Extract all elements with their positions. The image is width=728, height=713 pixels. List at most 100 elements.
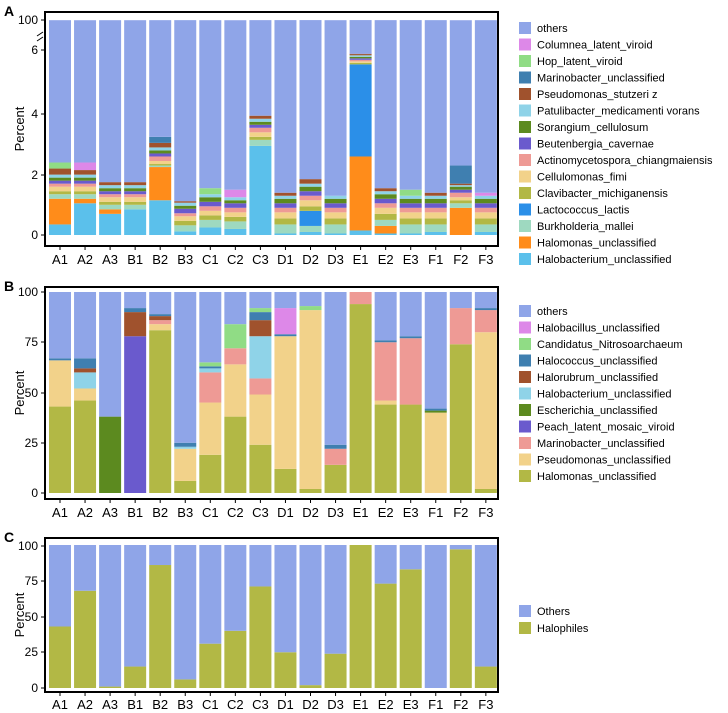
bar-segment-A-D2-Clavibacter_michiganensis xyxy=(299,206,322,211)
bar-segment-B-A2-Halobacterium_unclassified xyxy=(74,372,97,389)
x-tick-label-A-A1: A1 xyxy=(52,252,68,267)
legend-swatch-A-Halobacterium_unclassified xyxy=(519,253,531,265)
legend-swatch-B-Halococcus_unclassified xyxy=(519,354,531,367)
bar-segment-A-C1-Burkholderia_mallei xyxy=(199,219,222,228)
bar-segment-B-C3-Halococcus_unclassified xyxy=(249,312,272,321)
bar-segment-A-D3-Beutenbergia_cavernae xyxy=(324,203,347,208)
bar-segment-A-B3-Beutenbergia_cavernae xyxy=(174,208,197,214)
bar-segment-A-F1-Patulibacter_medicamenti vorans xyxy=(424,195,447,199)
bar-segment-B-B1-Halorubrum_unclassified xyxy=(124,312,147,337)
x-tick-label-B-A2: A2 xyxy=(77,505,93,520)
bar-segment-A-D2-Sorangium_cellulosum xyxy=(299,186,322,192)
legend-swatch-B-Escherichia_unclassified xyxy=(519,404,531,416)
bar-segment-C-F1-Others xyxy=(424,545,447,688)
legend-swatch-A-Marinobacter_unclassified xyxy=(519,71,531,84)
bar-segment-C-B2-Others xyxy=(149,545,172,566)
bar-segment-A-A1-Beutenbergia_cavernae xyxy=(49,180,71,184)
bar-segment-C-D1-Others xyxy=(274,545,297,653)
legend-label-A-Cellulomonas_fimi: Cellulomonas_fimi xyxy=(537,172,627,184)
x-tick-label-B-B1: B1 xyxy=(127,505,143,520)
x-tick-label-A-D2: D2 xyxy=(302,252,319,267)
bar-segment-B-A2-Halorubrum_unclassified xyxy=(74,368,97,373)
bar-segment-C-E2-Halophiles xyxy=(374,583,397,688)
bar-segment-A-D1-Beutenbergia_cavernae xyxy=(274,203,297,208)
bar-segment-C-C1-Halophiles xyxy=(199,643,222,688)
legend-label-A-Actinomycetospora_chiangmaiensis: Actinomycetospora_chiangmaiensis xyxy=(537,155,713,167)
bar-segment-B-C1-others xyxy=(199,292,222,363)
bar-segment-A-F3-Patulibacter_medicamenti vorans xyxy=(474,195,497,199)
bar-segment-A-A3-others xyxy=(99,20,122,183)
bar-segment-B-A1-Pseudomonas_unclassified xyxy=(49,360,71,407)
bar-segment-A-A2-others xyxy=(74,20,97,163)
legend-swatch-C-Halophiles xyxy=(519,622,531,634)
bar-segment-A-D2-Actinomycetospora_chiangmaiensis xyxy=(299,195,322,201)
bar-segment-B-F1-others xyxy=(424,292,447,409)
bar-segment-A-F3-others xyxy=(474,20,497,193)
bar-segment-A-C1-Patulibacter_medicamenti vorans xyxy=(199,194,222,198)
bar-segment-A-A2-Halomonas_unclassified xyxy=(74,198,97,204)
bar-segment-A-A1-Hop_latent_viroid xyxy=(49,162,71,169)
bar-segment-A-C3-Actinomycetospora_chiangmaiensis xyxy=(249,127,272,133)
bar-segment-B-D3-Halococcus_unclassified xyxy=(324,444,347,449)
bar-segment-A-E1-Sorangium_cellulosum xyxy=(349,56,372,59)
bar-segment-B-B2-Halomonas_unclassified xyxy=(149,330,172,493)
bar-segment-A-C1-Clavibacter_michiganensis xyxy=(199,215,222,220)
bar-segment-A-D1-Patulibacter_medicamenti vorans xyxy=(274,195,297,199)
legend-label-B-Peach_latent_mosaic_viroid: Peach_latent_mosaic_viroid xyxy=(537,422,675,434)
bar-segment-C-A1-Halophiles xyxy=(49,626,71,688)
bar-segment-C-E3-Halophiles xyxy=(399,569,422,688)
legend-label-A-Lactococcus_lactis: Lactococcus_lactis xyxy=(537,205,630,217)
bar-segment-B-B2-Halorubrum_unclassified xyxy=(149,316,172,321)
bar-segment-B-C3-Halomonas_unclassified xyxy=(249,444,272,493)
legend-swatch-A-others xyxy=(519,22,531,34)
bar-segment-A-A3-Patulibacter_medicamenti vorans xyxy=(99,185,122,189)
bar-segment-A-B2-Halobacterium_unclassified xyxy=(149,200,172,235)
bar-segment-C-D3-Others xyxy=(324,545,347,654)
bar-segment-A-E3-Beutenbergia_cavernae xyxy=(399,203,422,208)
bar-segment-A-E2-Burkholderia_mallei xyxy=(374,219,397,226)
y-tick-label-C-0: 0 xyxy=(31,681,38,695)
bar-segment-A-A2-Beutenbergia_cavernae xyxy=(74,180,97,184)
bar-segment-A-F2-Pseudomonas_stutzeri z xyxy=(449,183,472,186)
bar-segment-C-C2-Others xyxy=(224,545,247,631)
bar-segment-B-C1-Candidatus_Nitrosoarchaeum xyxy=(199,362,222,367)
bar-segment-A-F3-Beutenbergia_cavernae xyxy=(474,203,497,208)
bar-segment-A-E3-Actinomycetospora_chiangmaiensis xyxy=(399,207,422,213)
bar-segment-A-F2-Burkholderia_mallei xyxy=(449,203,472,208)
bar-segment-A-F2-Patulibacter_medicamenti vorans xyxy=(449,185,472,187)
bar-segment-C-C3-Others xyxy=(249,545,272,587)
x-tick-label-B-C1: C1 xyxy=(202,505,219,520)
bar-segment-B-F3-Halococcus_unclassified xyxy=(474,308,497,311)
bar-segment-A-C1-Hop_latent_viroid xyxy=(199,188,222,195)
bar-segment-B-B3-Halococcus_unclassified xyxy=(174,442,197,447)
bar-segment-A-E2-Halomonas_unclassified xyxy=(374,225,397,234)
bar-segment-A-A2-Actinomycetospora_chiangmaiensis xyxy=(74,183,97,187)
legend-label-A-Halomonas_unclassified: Halomonas_unclassified xyxy=(537,238,656,250)
bar-segment-A-A1-others xyxy=(49,20,71,163)
bar-segment-B-A2-Halococcus_unclassified xyxy=(74,358,97,369)
y-axis-label-B: Percent xyxy=(12,370,27,415)
y-tick-label-A-2: 2 xyxy=(31,168,38,182)
legend-swatch-B-Marinobacter_unclassified xyxy=(519,437,531,449)
legend-swatch-B-Candidatus_Nitrosoarchaeum xyxy=(519,338,531,350)
bar-segment-A-D1-Clavibacter_michiganensis xyxy=(274,218,297,225)
bar-segment-B-F1-Pseudomonas_unclassified xyxy=(424,412,447,493)
bar-segment-B-F3-others xyxy=(474,292,497,309)
y-tick-label-C-25: 25 xyxy=(25,645,39,659)
bar-segment-B-A3-Escherichia_unclassified xyxy=(99,416,122,493)
bar-segment-A-E2-Sorangium_cellulosum xyxy=(374,194,397,199)
bar-segment-A-C2-Clavibacter_michiganensis xyxy=(224,216,247,222)
legend-label-A-Pseudomonas_stutzeri z: Pseudomonas_stutzeri z xyxy=(537,89,657,101)
bar-segment-A-C2-others xyxy=(224,20,247,190)
bar-segment-A-C3-Patulibacter_medicamenti vorans xyxy=(249,118,272,122)
bar-segment-B-F3-Halomonas_unclassified xyxy=(474,488,497,493)
bar-segment-B-D3-Marinobacter_unclassified xyxy=(324,448,347,465)
bar-segment-A-A1-Burkholderia_mallei xyxy=(49,194,71,199)
bar-segment-B-D3-others xyxy=(324,292,347,445)
x-tick-label-B-E2: E2 xyxy=(378,505,394,520)
bar-segment-A-E2-Cellulomonas_fimi xyxy=(374,207,397,214)
x-tick-label-B-C2: C2 xyxy=(227,505,244,520)
plot-frame-A xyxy=(44,11,499,247)
bar-segment-A-C2-Columnea_latent_viroid xyxy=(224,189,247,198)
